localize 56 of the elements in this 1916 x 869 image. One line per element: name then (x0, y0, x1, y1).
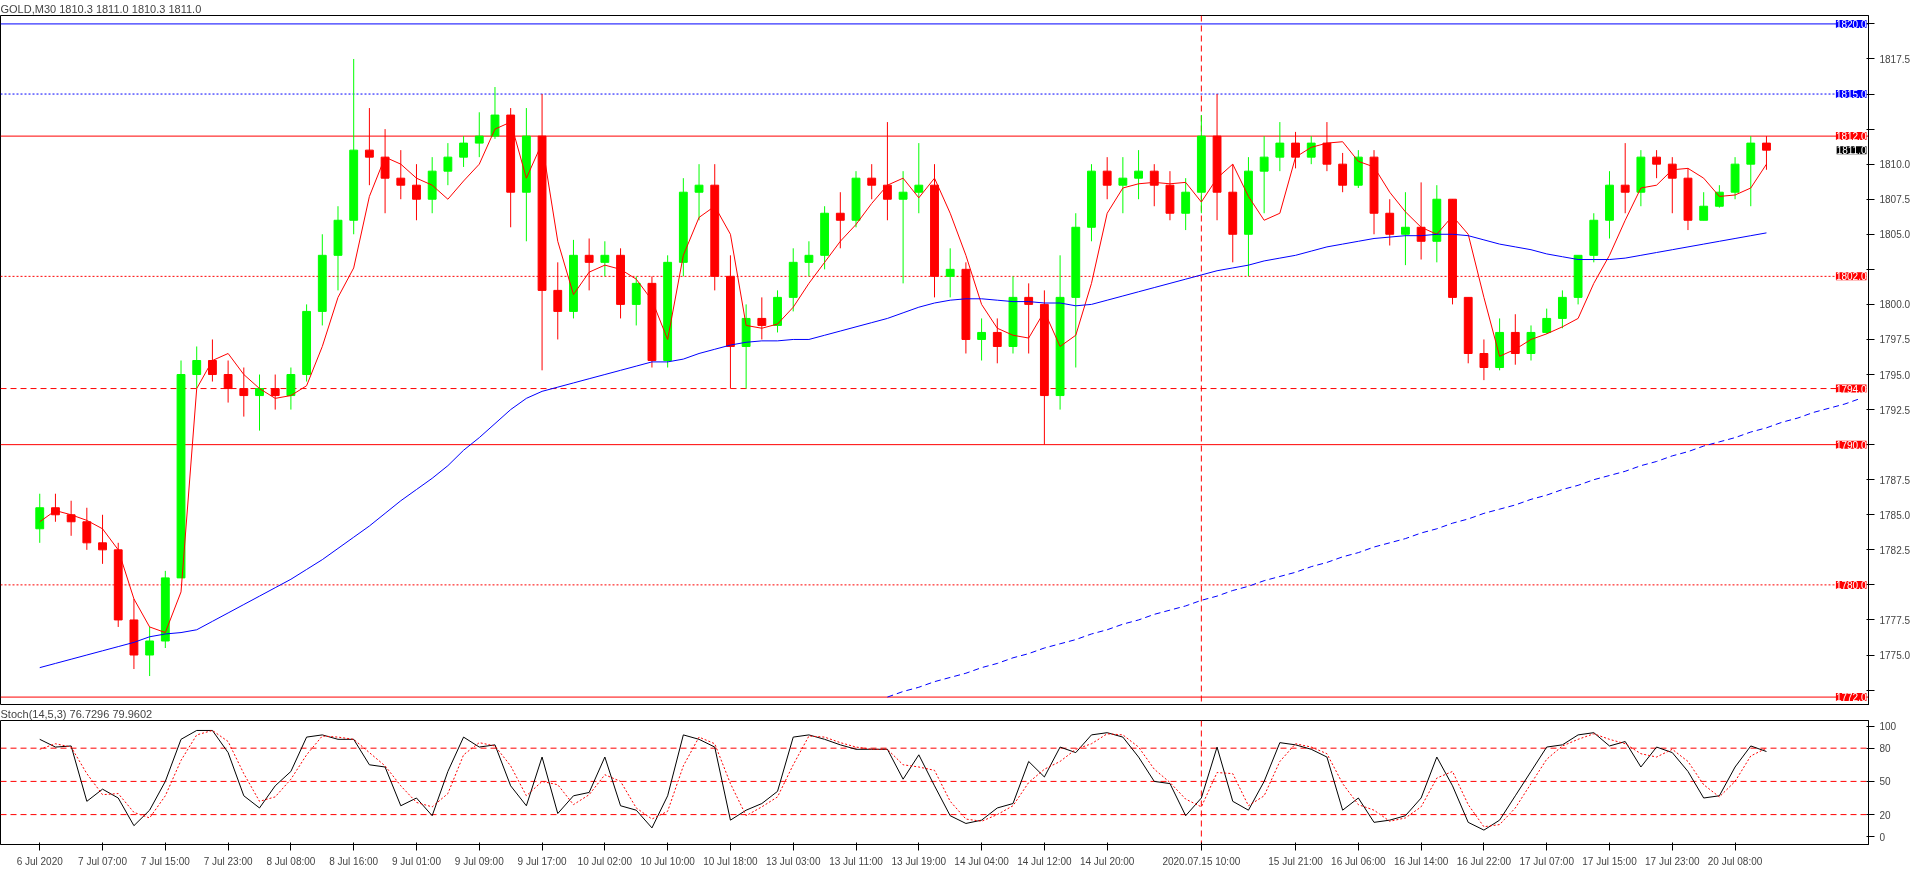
ref-line-label: 1772.0 (1835, 692, 1867, 704)
y-tick-label: 1797.5 (1879, 334, 1911, 346)
chart-title: GOLD,M30 1810.3 1811.0 1810.3 1811.0 (0, 3, 202, 15)
x-tick-label: 16 Jul 14:00 (1393, 855, 1449, 867)
x-tick-label: 8 Jul 16:00 (329, 855, 379, 867)
annotation: 1811.0 (1836, 145, 1867, 157)
y-tick-label: 1782.5 (1879, 544, 1911, 556)
ref-line-label: 1812.0 (1835, 131, 1867, 143)
y-tick-label: 20 (1879, 809, 1892, 821)
x-tick-label: 2020.07.15 10:00 (1162, 855, 1241, 867)
y-tick-label: 1807.5 (1879, 194, 1911, 206)
ref-line-label: 1820.0 (1835, 18, 1867, 30)
y-tick-label: 100 (1879, 721, 1897, 733)
x-tick-label: 6 Jul 2020 (16, 855, 64, 867)
y-tick-label: 1817.5 (1879, 53, 1911, 65)
y-tick-label: 0 (1879, 831, 1886, 843)
ref-line-label: 1780.0 (1835, 579, 1867, 591)
x-tick-label: 14 Jul 20:00 (1079, 855, 1135, 867)
x-tick-label: 10 Jul 18:00 (703, 855, 759, 867)
x-tick-label: 9 Jul 09:00 (454, 855, 505, 867)
x-tick-label: 14 Jul 04:00 (954, 855, 1010, 867)
y-tick-label: 1787.5 (1879, 474, 1911, 486)
x-tick-label: 7 Jul 15:00 (140, 855, 191, 867)
y-tick-label: 1785.0 (1879, 509, 1911, 521)
y-tick-label: 1792.5 (1879, 404, 1911, 416)
ref-line-label: 1802.0 (1835, 271, 1867, 283)
x-tick-label: 10 Jul 02:00 (577, 855, 633, 867)
y-tick-label: 1777.5 (1879, 614, 1911, 626)
ref-line-label: 1794.0 (1835, 383, 1867, 395)
chart-title: Stoch(14,5,3) 76.7296 79.9602 (0, 708, 153, 720)
x-tick-label: 15 Jul 21:00 (1268, 855, 1324, 867)
y-tick-label: 80 (1879, 743, 1892, 755)
x-tick-label: 7 Jul 23:00 (203, 855, 254, 867)
x-tick-label: 13 Jul 11:00 (829, 855, 884, 867)
x-tick-label: 10 Jul 10:00 (640, 855, 696, 867)
x-tick-label: 9 Jul 17:00 (517, 855, 567, 867)
y-tick-label: 1800.0 (1879, 299, 1911, 311)
y-tick-label: 1795.0 (1879, 369, 1911, 381)
x-tick-label: 14 Jul 12:00 (1017, 855, 1073, 867)
x-tick-label: 20 Jul 08:00 (1707, 855, 1763, 867)
x-tick-label: 17 Jul 23:00 (1645, 855, 1700, 867)
x-tick-label: 7 Jul 07:00 (78, 855, 128, 867)
ref-line-label: 1815.0 (1835, 89, 1867, 101)
y-tick-label: 50 (1879, 776, 1892, 788)
x-tick-label: 8 Jul 08:00 (266, 855, 316, 867)
y-tick-label: 1810.0 (1879, 159, 1911, 171)
y-tick-label: 1805.0 (1879, 229, 1911, 241)
ref-line-label: 1790.0 (1835, 439, 1867, 451)
x-tick-label: 16 Jul 22:00 (1456, 855, 1512, 867)
x-tick-label: 13 Jul 03:00 (765, 855, 821, 867)
x-tick-label: 13 Jul 19:00 (891, 855, 947, 867)
x-tick-label: 16 Jul 06:00 (1331, 855, 1387, 867)
x-tick-label: 17 Jul 15:00 (1582, 855, 1638, 867)
x-tick-label: 9 Jul 01:00 (392, 855, 442, 867)
x-tick-label: 17 Jul 07:00 (1519, 855, 1575, 867)
y-tick-label: 1775.0 (1879, 650, 1911, 662)
